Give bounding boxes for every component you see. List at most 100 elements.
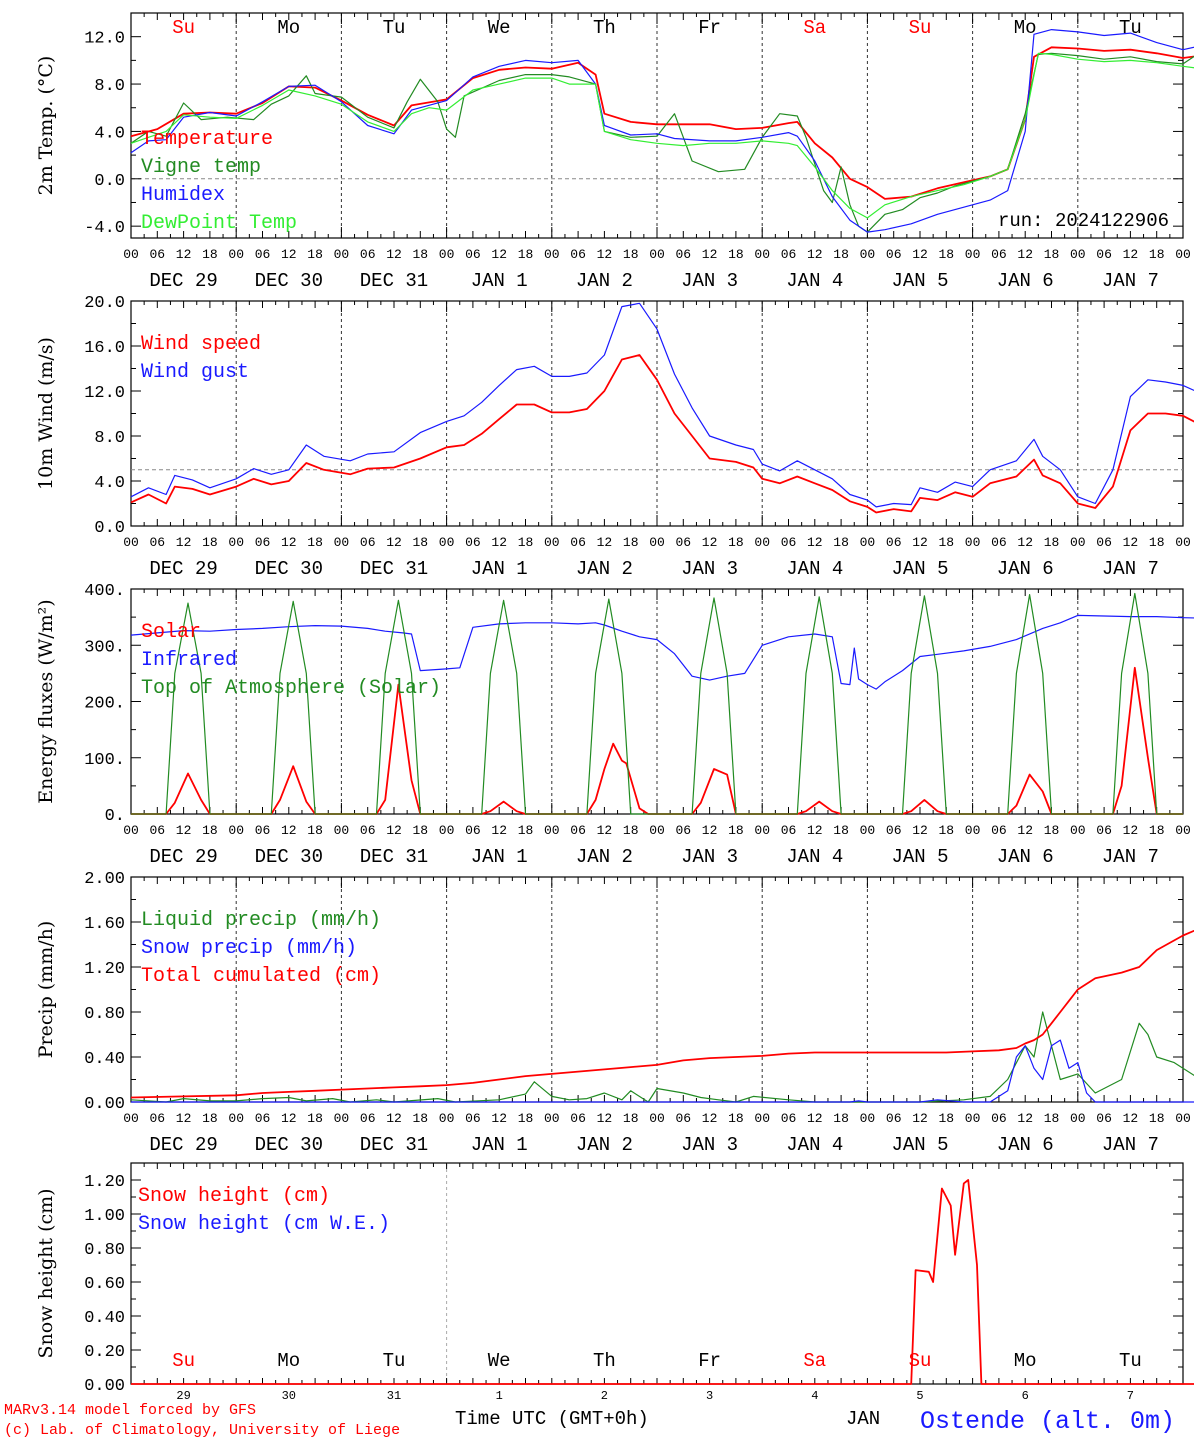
month-label: JAN [846, 1408, 880, 1430]
hour-label: 06 [570, 823, 586, 838]
hour-label: 12 [1017, 247, 1033, 262]
y-tick-label: 0.60 [84, 1275, 125, 1294]
hour-label: 12 [281, 247, 297, 262]
hour-label: 00 [965, 535, 981, 550]
date-label: DEC 30 [255, 846, 323, 868]
date-label: JAN 2 [576, 1134, 633, 1156]
hour-label: 06 [149, 535, 165, 550]
hour-label: 18 [1149, 247, 1165, 262]
series-line-lightgreen [130, 52, 1194, 219]
hour-label: 18 [518, 823, 534, 838]
hour-label: 00 [754, 823, 770, 838]
hour-label: 00 [649, 247, 665, 262]
date-label: JAN 5 [891, 846, 948, 868]
date-label: JAN 7 [1102, 846, 1159, 868]
series-line-red [130, 354, 1194, 514]
hour-label: 18 [202, 535, 218, 550]
hour-label: 12 [702, 1111, 718, 1126]
legend-entry: Temperature [141, 128, 273, 151]
hour-label: 12 [281, 823, 297, 838]
day-number: 4 [811, 1389, 818, 1403]
hour-label: 06 [360, 247, 376, 262]
date-label: JAN 3 [681, 846, 738, 868]
hour-label: 18 [1044, 535, 1060, 550]
hour-label: 00 [334, 535, 350, 550]
hour-label: 18 [1044, 1111, 1060, 1126]
hour-label: 12 [597, 823, 613, 838]
date-label: DEC 29 [149, 558, 217, 580]
weekday-label: Fr [698, 17, 721, 39]
series-line-blue [130, 302, 1194, 508]
hour-label: 12 [281, 535, 297, 550]
hour-label: 12 [807, 1111, 823, 1126]
hour-label: 06 [781, 1111, 797, 1126]
hour-label: 12 [702, 247, 718, 262]
date-label: JAN 5 [891, 1134, 948, 1156]
y-tick-label: 16.0 [84, 339, 125, 358]
y-axis-title: 10m Wind (m/s) [35, 337, 57, 490]
hour-label: 12 [1123, 535, 1139, 550]
hour-label: 12 [807, 247, 823, 262]
date-label: JAN 1 [471, 1134, 528, 1156]
weekday-label: Mo [277, 17, 300, 39]
hour-label: 00 [965, 823, 981, 838]
weekday-label: Tu [1119, 1350, 1142, 1372]
date-label: DEC 31 [360, 558, 428, 580]
footer-lab-credit: (c) Lab. of Climatology, University of L… [4, 1422, 400, 1439]
y-tick-label: -4.0 [84, 219, 125, 238]
hour-label: 18 [728, 535, 744, 550]
y-tick-label: 8.0 [94, 429, 125, 448]
hour-label: 18 [412, 1111, 428, 1126]
hour-label: 06 [149, 823, 165, 838]
hour-label: 18 [307, 1111, 323, 1126]
hour-label: 00 [544, 247, 560, 262]
weekday-label: Su [909, 1350, 932, 1372]
hour-label: 18 [412, 823, 428, 838]
hour-label: 00 [334, 1111, 350, 1126]
date-label: JAN 6 [997, 1134, 1054, 1156]
hour-label: 18 [728, 1111, 744, 1126]
hour-label: 18 [412, 535, 428, 550]
hour-label: 12 [386, 823, 402, 838]
legend-entry: Solar [141, 621, 201, 644]
hour-label: 00 [228, 823, 244, 838]
panel-snow: 0.00 0.20 0.40 0.60 0.80 1.00 1.20 Snow height … [35, 1162, 1194, 1403]
panel-wind: 0.0 4.0 8.0 12.0 16.0 20.0 10m Wind (m/s) 00 06 1… [35, 294, 1194, 580]
y-tick-label: 0.0 [94, 519, 125, 538]
hour-label: 06 [1096, 1111, 1112, 1126]
legend-entry: Wind speed [141, 333, 261, 356]
series-line-red [130, 46, 1194, 200]
hour-label: 06 [991, 535, 1007, 550]
hour-label: 18 [518, 1111, 534, 1126]
day-number: 3 [706, 1389, 713, 1403]
hour-label: 00 [544, 535, 560, 550]
hour-label: 12 [912, 823, 928, 838]
hour-label: 00 [649, 535, 665, 550]
hour-label: 18 [623, 1111, 639, 1126]
hour-label: 06 [255, 823, 271, 838]
hour-label: 00 [334, 823, 350, 838]
weekday-label: Su [172, 17, 195, 39]
date-label: DEC 30 [255, 1134, 323, 1156]
hour-label: 18 [412, 247, 428, 262]
hour-label: 12 [176, 535, 192, 550]
panel-energy: 0. 100. 200. 300. 400. Energy fluxes (W/m²) 00… [35, 582, 1194, 868]
y-tick-label: 200. [84, 695, 125, 714]
weekday-label: Su [909, 17, 932, 39]
series-line-red [131, 666, 1183, 815]
hour-label: 00 [754, 535, 770, 550]
series-line-red [130, 929, 1194, 1099]
hour-label: 18 [307, 535, 323, 550]
hour-label: 06 [570, 247, 586, 262]
hour-label: 00 [439, 823, 455, 838]
hour-label: 12 [176, 1111, 192, 1126]
hour-label: 00 [860, 1111, 876, 1126]
weekday-label: Mo [1014, 1350, 1037, 1372]
hour-label: 06 [886, 1111, 902, 1126]
hour-label: 12 [702, 823, 718, 838]
day-number: 1 [496, 1389, 503, 1403]
plot-frame [130, 300, 1184, 527]
hour-label: 06 [781, 823, 797, 838]
hour-label: 12 [1017, 1111, 1033, 1126]
hour-label: 18 [938, 823, 954, 838]
